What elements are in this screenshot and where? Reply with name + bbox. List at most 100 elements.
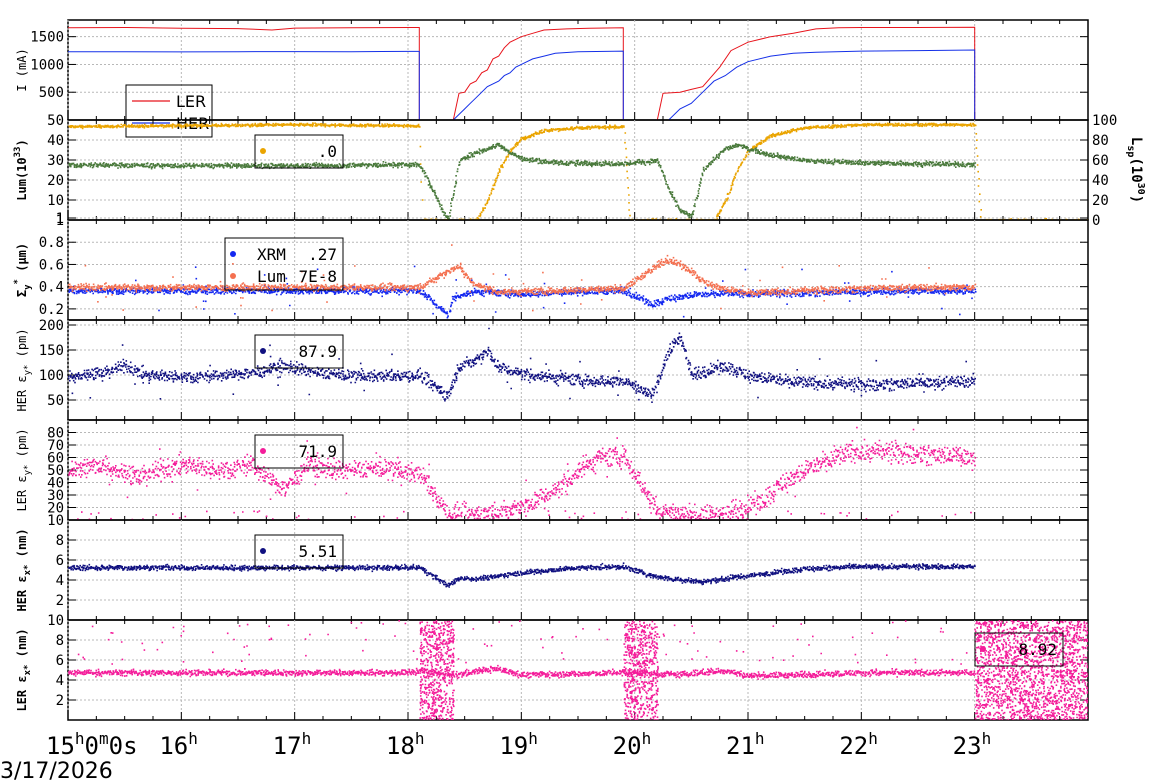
y-tick-label: 40 xyxy=(47,476,64,492)
legend-value: 71.9 xyxy=(298,442,337,461)
y2-tick-label: 20 xyxy=(1092,193,1109,209)
grid xyxy=(67,119,1088,220)
x-axis: 15h0m0s 16h 17h 18h 19h 20h 21h 22h 23h xyxy=(46,729,991,760)
legend-value: 5.51 xyxy=(298,542,337,561)
y-tick-label: 40 xyxy=(47,133,64,149)
legend-label: XRM xyxy=(257,245,286,264)
y2-tick-label: 40 xyxy=(1092,173,1109,189)
y-tick-label: 60 xyxy=(47,451,64,467)
y-axis-label: HER εy* (pm) xyxy=(15,328,33,411)
y-axis-label: I (mA) xyxy=(15,48,29,91)
panel-frame xyxy=(67,219,1089,321)
legend-box xyxy=(224,237,344,291)
y-tick-label: 10 xyxy=(47,193,64,209)
y-axis-label: HER εx* (nm) xyxy=(15,528,33,611)
y-tick-label: 1000 xyxy=(30,57,64,73)
y-tick-label: 0.4 xyxy=(39,280,64,296)
series-points xyxy=(68,426,977,520)
y-tick-label: 6 xyxy=(56,553,64,569)
series-luminosity-0 xyxy=(68,122,1088,220)
y-tick-label: 8 xyxy=(56,533,64,549)
y2-tick-label: 60 xyxy=(1092,153,1109,169)
y2-tick-label: 80 xyxy=(1092,133,1109,149)
legend: 5.51 xyxy=(254,534,344,569)
series-xrm xyxy=(68,265,977,319)
y-axis-label: LER εx* (nm) xyxy=(15,628,33,711)
x-tick-label: 22h xyxy=(839,729,878,760)
series-line xyxy=(68,49,976,120)
legend-value: .27 xyxy=(308,245,337,264)
series-points xyxy=(68,265,977,319)
y-tick-label: 4 xyxy=(56,673,64,689)
panel-ler_ex: 2 4 6 8 10 LER εx* (nm) 8.92 xyxy=(15,613,1089,721)
legend-box xyxy=(125,84,213,138)
y-tick-label: 100 xyxy=(39,368,64,384)
y-tick-label: 50 xyxy=(47,393,64,409)
y-axis-label: LER εy* (pm) xyxy=(15,428,33,511)
panel-sigma_y: 0.2 0.4 0.6 0.8 1 Σy* (μm) XRM .27 Lum 7E-8 xyxy=(13,213,1089,321)
y-tick-label: 1 xyxy=(56,211,64,227)
grid xyxy=(67,219,1088,320)
legend-box xyxy=(254,134,344,169)
y-tick-label: 10 xyxy=(47,513,64,529)
injection-noise xyxy=(77,620,1088,720)
y2-tick-label: 0 xyxy=(1092,213,1100,229)
legend-value: 87.9 xyxy=(298,342,337,361)
legend-box xyxy=(254,334,344,369)
y-tick-label: 20 xyxy=(47,173,64,189)
x-tick-label: 18h xyxy=(386,729,425,760)
y-tick-label: 30 xyxy=(47,488,64,504)
legend: 8.92 xyxy=(974,632,1064,667)
legend-box xyxy=(254,534,344,569)
legend-marker xyxy=(260,148,266,154)
y-tick-label: 50 xyxy=(47,463,64,479)
legend-value: .0 xyxy=(318,142,337,161)
date-label: 3/17/2026 xyxy=(0,759,113,782)
grid xyxy=(67,520,1088,620)
panel-frame xyxy=(67,319,1089,421)
y-tick-label: 150 xyxy=(39,343,64,359)
legend-box xyxy=(254,434,344,469)
series-points xyxy=(68,327,976,403)
y-tick-label: 80 xyxy=(47,426,64,442)
series-her_ex-0 xyxy=(68,562,976,588)
legend: XRM .27 Lum 7E-8 xyxy=(224,237,344,291)
legend: 71.9 xyxy=(254,434,344,469)
legend-label: HER xyxy=(176,114,209,133)
y-tick-label: 1500 xyxy=(30,30,64,46)
y2-axis-label: Lsp(1030) xyxy=(1125,137,1146,203)
y-tick-label: 30 xyxy=(47,153,64,169)
panel-frame xyxy=(67,619,1089,721)
x-tick-label: 23h xyxy=(953,729,992,760)
series-ler_ex-0 xyxy=(68,664,977,681)
panel-her_ex: 2 4 6 8 HER εx* (nm) 5.51 xyxy=(15,519,1089,621)
legend-marker xyxy=(980,646,986,652)
legend-box xyxy=(974,632,1064,667)
x-tick-label: 20h xyxy=(613,729,652,760)
series-ler xyxy=(68,26,976,120)
series-ler_ey-0 xyxy=(68,426,977,520)
y-tick-label: 8 xyxy=(56,633,64,649)
series-luminosity-1 xyxy=(68,142,977,220)
y-axis-label: Σy* (μm) xyxy=(13,243,33,297)
y-tick-label: 4 xyxy=(56,573,64,589)
y-tick-label: 6 xyxy=(56,653,64,669)
grid xyxy=(67,420,1088,521)
x-tick-label: 21h xyxy=(726,729,765,760)
panel-her_ey: 50 100 150 200 HER εy* (pm) 87.9 xyxy=(15,318,1089,421)
series-her xyxy=(68,49,976,120)
legend-marker xyxy=(260,548,266,554)
legend-marker xyxy=(230,251,236,257)
legend: .0 xyxy=(254,134,344,169)
y-tick-label: 200 xyxy=(39,318,64,334)
legend-marker xyxy=(260,448,266,454)
legend-marker xyxy=(260,348,266,354)
y-tick-label: 0.6 xyxy=(39,257,64,273)
x-tick-label: 16h xyxy=(159,729,198,760)
legend-value: 7E-8 xyxy=(298,267,337,286)
y-tick-label: 20 xyxy=(47,501,64,517)
grid xyxy=(67,320,1088,420)
y-tick-label: 500 xyxy=(39,85,64,101)
